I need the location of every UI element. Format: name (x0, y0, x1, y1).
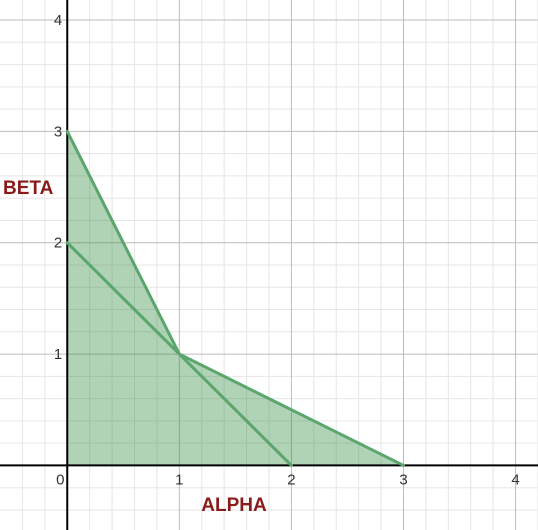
y-axis-title: BETA (3, 178, 54, 199)
x-tick-label: 3 (399, 471, 407, 488)
constraint-lines (65, 129, 405, 467)
shaded-region-layer (67, 131, 404, 466)
x-tick-label: 4 (511, 471, 519, 488)
x-tick-label: 2 (287, 471, 295, 488)
x-tick-label: 0 (56, 471, 64, 488)
shaded-region (67, 131, 404, 466)
x-axis-title: ALPHA (201, 495, 267, 516)
y-tick-label: 3 (54, 123, 62, 140)
y-tick-labels: 1 2 3 4 (54, 12, 62, 363)
x-tick-labels: 0 1 2 3 4 (56, 471, 520, 488)
constraint-line-2 (65, 129, 405, 467)
y-tick-label: 2 (54, 235, 62, 252)
x-tick-label: 1 (175, 471, 183, 488)
y-tick-label: 4 (54, 12, 62, 29)
y-tick-label: 1 (54, 346, 62, 363)
